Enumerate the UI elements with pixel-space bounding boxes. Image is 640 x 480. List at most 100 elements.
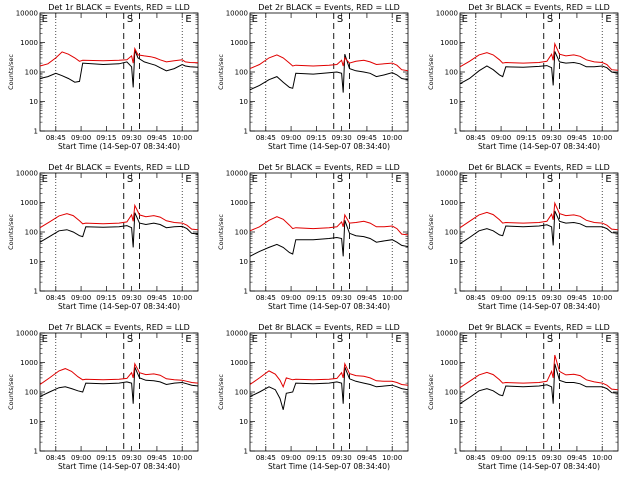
region-marker: S <box>127 14 133 25</box>
x-tick-label: 09:15 <box>96 454 116 462</box>
x-tick-label: 08:45 <box>466 294 486 302</box>
x-tick-label: 09:30 <box>332 454 352 462</box>
plot-frame <box>249 12 409 132</box>
x-tick-label: 09:45 <box>357 134 377 142</box>
x-tick-label: 09:45 <box>567 134 587 142</box>
x-tick-label: 08:45 <box>256 134 276 142</box>
region-marker: S <box>547 334 553 345</box>
series-line-events <box>39 50 199 88</box>
y-tick-label: 10 <box>449 418 458 426</box>
x-tick-label: 09:00 <box>281 134 301 142</box>
x-tick-label: 09:15 <box>306 294 326 302</box>
region-marker: E <box>252 334 258 345</box>
plot-frame <box>249 332 409 452</box>
y-tick-label: 100 <box>235 389 248 397</box>
x-tick-label: 09:00 <box>71 134 91 142</box>
y-tick-label: 10 <box>449 258 458 266</box>
chart-title: Det 8r BLACK = Events, RED = LLD <box>258 323 400 332</box>
region-marker: E <box>252 14 258 25</box>
x-tick-label: 09:45 <box>357 294 377 302</box>
series-line-events <box>39 212 199 248</box>
region-marker: E <box>252 174 258 185</box>
x-axis-label: Start Time (14-Sep-07 08:34:40) <box>268 142 390 151</box>
y-tick-label: 1 <box>454 288 458 296</box>
y-tick-label: 10000 <box>436 10 458 18</box>
chart-title: Det 1r BLACK = Events, RED = LLD <box>48 3 190 12</box>
region-marker: E <box>395 334 401 345</box>
region-marker: E <box>462 14 468 25</box>
y-axis-label: Counts/sec <box>217 374 225 410</box>
y-tick-label: 1000 <box>440 359 458 367</box>
y-axis-label: Counts/sec <box>7 374 15 410</box>
y-axis-label: Counts/sec <box>217 54 225 90</box>
region-marker: E <box>42 334 48 345</box>
y-tick-label: 100 <box>235 69 248 77</box>
region-marker: E <box>462 334 468 345</box>
plot-frame <box>459 12 619 132</box>
x-tick-label: 09:45 <box>357 454 377 462</box>
x-tick-label: 09:15 <box>516 454 536 462</box>
y-tick-label: 1 <box>244 128 248 136</box>
series-line-lld <box>249 213 409 236</box>
x-tick-label: 10:00 <box>382 454 402 462</box>
series-line-lld <box>249 362 409 389</box>
y-tick-label: 100 <box>445 389 458 397</box>
series-line-events <box>459 363 619 405</box>
plot-frame <box>459 172 619 292</box>
x-tick-label: 10:00 <box>172 134 192 142</box>
y-tick-label: 10 <box>239 258 248 266</box>
x-tick-label: 10:00 <box>592 294 612 302</box>
plot-frame <box>39 12 199 132</box>
chart-title: Det 5r BLACK = Events, RED = LLD <box>258 163 400 172</box>
x-axis-label: Start Time (14-Sep-07 08:34:40) <box>58 142 180 151</box>
series-line-lld <box>249 54 409 72</box>
region-marker: E <box>185 334 191 345</box>
y-tick-label: 100 <box>445 69 458 77</box>
chart-title: Det 6r BLACK = Events, RED = LLD <box>468 163 610 172</box>
region-marker: E <box>395 14 401 25</box>
x-tick-label: 09:45 <box>567 454 587 462</box>
series-line-events <box>249 54 409 93</box>
series-line-lld <box>459 354 619 391</box>
chart-title: Det 9r BLACK = Events, RED = LLD <box>468 323 610 332</box>
x-tick-label: 08:45 <box>46 134 66 142</box>
y-tick-label: 100 <box>25 389 38 397</box>
region-marker: E <box>605 334 611 345</box>
x-tick-label: 09:00 <box>71 294 91 302</box>
series-line-events <box>249 220 409 257</box>
y-tick-label: 1 <box>244 288 248 296</box>
y-tick-label: 1000 <box>20 199 38 207</box>
y-tick-label: 100 <box>445 229 458 237</box>
chart-title: Det 7r BLACK = Events, RED = LLD <box>48 323 190 332</box>
series-line-events <box>39 366 199 404</box>
y-axis-label: Counts/sec <box>427 374 435 410</box>
x-tick-label: 09:00 <box>491 134 511 142</box>
y-tick-label: 100 <box>25 69 38 77</box>
chart-title: Det 2r BLACK = Events, RED = LLD <box>258 3 400 12</box>
x-tick-label: 08:45 <box>256 454 276 462</box>
x-tick-label: 08:45 <box>466 454 486 462</box>
x-tick-label: 10:00 <box>172 294 192 302</box>
region-marker: E <box>605 174 611 185</box>
x-tick-label: 09:30 <box>332 134 352 142</box>
region-marker: S <box>337 14 343 25</box>
x-tick-label: 09:00 <box>281 454 301 462</box>
region-marker: S <box>337 174 343 185</box>
x-tick-label: 09:30 <box>122 134 142 142</box>
y-tick-label: 10 <box>29 98 38 106</box>
y-tick-label: 10 <box>29 418 38 426</box>
x-tick-label: 08:45 <box>466 134 486 142</box>
series-line-lld <box>39 46 199 67</box>
x-axis-label: Start Time (14-Sep-07 08:34:40) <box>268 462 390 471</box>
region-marker: S <box>127 334 133 345</box>
chart-title: Det 4r BLACK = Events, RED = LLD <box>48 163 190 172</box>
region-marker: S <box>337 334 343 345</box>
region-marker: E <box>185 174 191 185</box>
x-axis-label: Start Time (14-Sep-07 08:34:40) <box>478 142 600 151</box>
y-tick-label: 10000 <box>436 330 458 338</box>
x-tick-label: 09:15 <box>516 294 536 302</box>
